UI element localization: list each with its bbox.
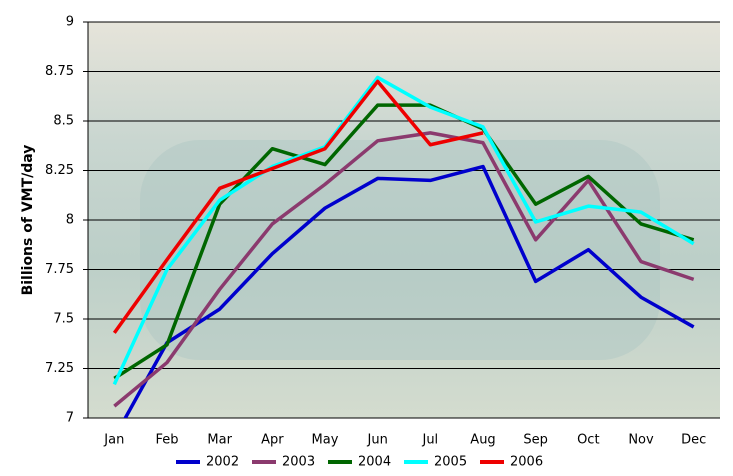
x-tick-label: May [312, 433, 339, 448]
x-tick-label: Jun [367, 433, 388, 448]
series-line [113, 103, 695, 380]
legend-label: 2005 [434, 455, 467, 470]
legend-label: 2003 [282, 455, 315, 470]
y-axis-label: Billions of VMT/day [20, 145, 36, 296]
series-line [112, 79, 484, 334]
y-tick-label: 8 [66, 213, 74, 228]
x-tick-label: Feb [155, 433, 178, 448]
y-tick-label: 7.25 [45, 361, 74, 376]
y-tick-label: 8.75 [45, 64, 74, 79]
x-tick-label: Aug [470, 433, 495, 448]
x-tick-label: Oct [577, 433, 599, 448]
photo-car [140, 140, 660, 360]
x-tick-label: Jan [103, 433, 124, 448]
series-line [112, 75, 695, 386]
y-tick-label: 9 [66, 15, 74, 30]
y-tick-label: 8.5 [53, 114, 74, 129]
legend-label: 2006 [510, 455, 543, 470]
x-tick-label: Jul [421, 433, 438, 448]
x-tick-label: Apr [261, 433, 284, 448]
y-tick-label: 7 [66, 411, 74, 426]
y-tick-label: 7.5 [53, 312, 74, 327]
series-line [123, 164, 695, 418]
y-tick-label: 8.25 [45, 163, 74, 178]
x-tick-label: Dec [681, 433, 706, 448]
legend-label: 2004 [358, 455, 391, 470]
y-tick-label: 7.75 [45, 262, 74, 277]
series-group [112, 75, 695, 418]
x-tick-label: Mar [207, 433, 232, 448]
series-line [113, 131, 695, 408]
legend-label: 2002 [206, 455, 239, 470]
x-tick-label: Sep [523, 433, 548, 448]
x-tick-label: Nov [628, 433, 654, 448]
